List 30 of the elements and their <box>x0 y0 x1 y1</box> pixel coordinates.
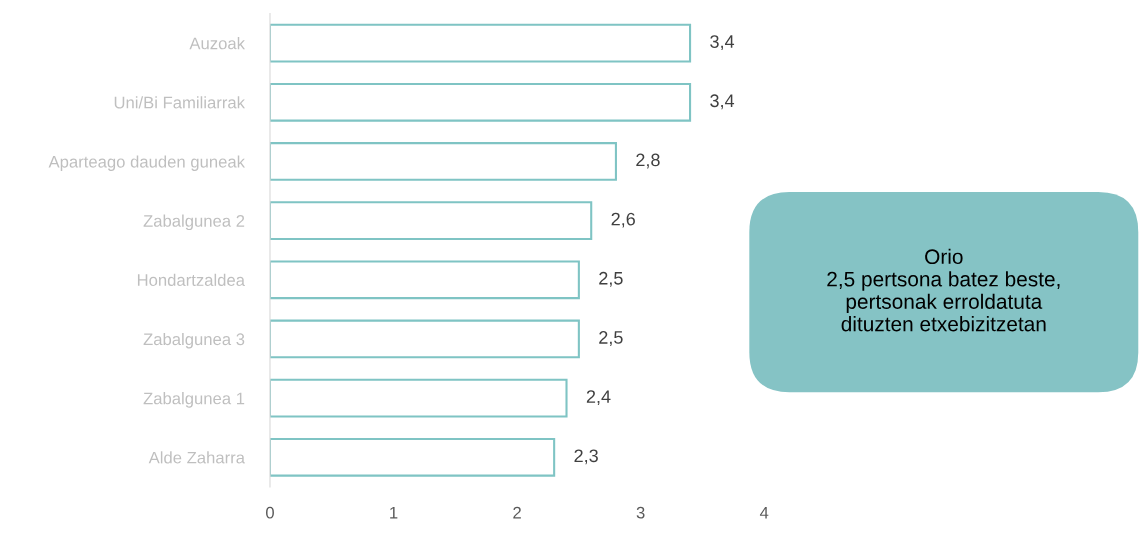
bar <box>269 142 617 181</box>
data-label: 2,3 <box>574 449 598 465</box>
y-tick-label: Auzoak <box>189 37 246 50</box>
data-label: 3,4 <box>710 94 735 110</box>
y-tick-label: Hondartzaldea <box>137 273 245 286</box>
x-tick-label: 2 <box>513 506 521 519</box>
bar <box>269 23 692 63</box>
text: Orio 2,5 pertsona batez beste, pertsonak erroldatuta dituzten etxebizitzetan <box>827 248 1060 332</box>
x-tick-label: 0 <box>266 506 274 519</box>
bar <box>269 82 692 122</box>
y-tick-label: Uni/Bi Familiarrak <box>114 96 246 109</box>
x-tick-label: 1 <box>390 506 398 519</box>
x-tick-label: 3 <box>636 506 645 519</box>
bar <box>269 378 568 418</box>
bar <box>269 201 593 241</box>
y-tick-label: Zabalgunea 3 <box>143 332 245 349</box>
bar <box>269 437 556 477</box>
bar <box>269 260 580 300</box>
data-label: 2,8 <box>636 153 660 169</box>
y-tick-label: Zabalgunea 1 <box>143 392 245 408</box>
data-label: 2,4 <box>586 390 611 406</box>
data-label: 2,5 <box>599 331 623 346</box>
data-label: 2,5 <box>599 271 623 287</box>
bar <box>269 319 580 359</box>
x-tick-label: 4 <box>759 506 769 519</box>
data-label: 2,6 <box>611 212 635 228</box>
y-tick-label: Aparteago dauden guneak <box>48 155 246 171</box>
data-label: 3,4 <box>710 35 735 51</box>
y-tick-label: Zabalgunea 2 <box>143 214 245 231</box>
y-tick-label: Alde Zaharra <box>148 451 245 464</box>
